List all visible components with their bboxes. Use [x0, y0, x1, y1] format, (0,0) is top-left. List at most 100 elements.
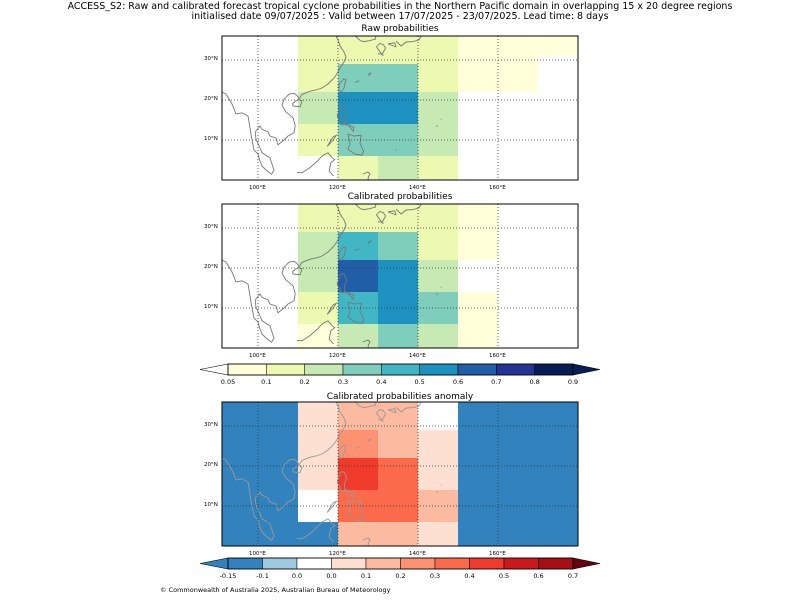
coastline	[395, 203, 422, 215]
probability-cell	[418, 232, 458, 260]
y-tick-label: 30°N	[204, 224, 218, 230]
probability-cell	[298, 402, 338, 430]
probability-cell	[298, 232, 338, 260]
coastline	[347, 301, 365, 324]
colorbar-extend-right	[572, 557, 601, 570]
coastline	[395, 515, 397, 518]
coastline	[376, 43, 387, 56]
probability-cell	[418, 156, 458, 180]
x-tick-label: 120°E	[329, 551, 346, 557]
y-tick-label: 30°N	[204, 422, 218, 428]
probability-cell	[378, 324, 418, 348]
colorbar-swatch	[266, 363, 305, 376]
coastline	[347, 499, 365, 522]
panel-title-raw: Raw probabilities	[361, 24, 439, 34]
coastline	[338, 78, 347, 94]
coastline	[354, 248, 360, 251]
probability-cell	[338, 156, 378, 180]
colorbar-tick-label: 0.5	[498, 572, 510, 580]
probability-cell	[378, 458, 418, 490]
x-tick-label: 100°E	[249, 185, 266, 191]
x-tick-label: 140°E	[409, 551, 426, 557]
colorbar-swatch	[496, 363, 535, 376]
colorbar-swatch	[434, 557, 470, 570]
panel-title-anomaly: Calibrated probabilities anomaly	[326, 392, 474, 402]
probability-cell	[298, 92, 338, 124]
coastline	[336, 471, 355, 499]
copyright-footer: © Commonwealth of Australia 2025, Austra…	[160, 586, 391, 594]
probability-cell	[338, 64, 418, 92]
coastline	[326, 500, 338, 513]
probability-cell	[418, 430, 458, 458]
colorbar-tick-label: 0.2	[395, 572, 406, 580]
colorbar-tick-label: 0.1	[360, 572, 372, 580]
coastline	[395, 317, 397, 320]
probability-cell	[378, 260, 418, 292]
figure-subtitle: initialised date 09/07/2025 : Valid betw…	[191, 11, 609, 22]
probability-cell	[338, 232, 378, 260]
colorbar-swatch	[419, 363, 459, 376]
probability-cell	[458, 232, 498, 260]
coastline	[387, 42, 397, 48]
coastline	[362, 339, 371, 349]
figure-title: ACCESS_S2: Raw and calibrated forecast t…	[67, 1, 733, 12]
probability-cell	[298, 430, 338, 458]
coastline	[362, 537, 371, 547]
y-tick-label: 10°N	[204, 136, 218, 142]
colorbar-swatch	[538, 557, 574, 570]
y-tick-label: 20°N	[204, 462, 218, 468]
panel-title-calibrated: Calibrated probabilities	[347, 192, 453, 202]
coastline	[336, 273, 355, 301]
x-tick-label: 160°E	[489, 185, 506, 191]
colorbar-tick-label: 0.9	[567, 378, 579, 386]
probability-cell	[458, 56, 538, 92]
probability-cell	[298, 64, 338, 92]
colorbar-swatch	[400, 557, 436, 570]
probability-cell	[418, 458, 458, 490]
coastline	[387, 408, 397, 414]
coastline	[221, 259, 272, 343]
coastline	[347, 133, 365, 156]
coastline	[436, 293, 438, 296]
colorbar-swatch	[534, 363, 574, 376]
colorbar-tick-label: 0.0	[326, 572, 337, 580]
colorbar-tick-label: -0.15	[219, 572, 237, 580]
colorbar-tick-label: 0.1	[261, 378, 272, 386]
coastline	[376, 409, 387, 422]
colorbar-tick-label: 0.05	[220, 378, 236, 386]
y-tick-label: 10°N	[204, 304, 218, 310]
coastline	[395, 149, 397, 152]
colorbar-tick-label: 0.6	[452, 378, 464, 386]
colorbar-swatch	[469, 557, 505, 570]
coastline	[296, 518, 336, 543]
y-tick-label: 20°N	[204, 96, 218, 102]
colorbar-swatch	[457, 363, 497, 376]
probability-cell	[338, 430, 378, 458]
coastline	[296, 152, 336, 177]
coastline	[354, 446, 360, 449]
coastline	[354, 80, 360, 83]
colorbar-tick-label: 0.0	[291, 572, 303, 580]
colorbar-extend-left	[199, 557, 229, 570]
probability-cell	[458, 36, 498, 56]
colorbar-swatch	[227, 363, 267, 376]
colorbar-frame-anom	[227, 557, 574, 570]
probability-cell	[298, 36, 338, 64]
coastline	[387, 210, 397, 216]
probability-cell	[298, 204, 338, 232]
coastline	[362, 171, 371, 181]
x-tick-label: 160°E	[489, 551, 506, 557]
map-frame-anom	[221, 401, 579, 547]
colorbar-frame-prob	[227, 363, 574, 376]
coastline	[395, 401, 422, 413]
probability-cell	[298, 522, 338, 546]
coastline	[326, 134, 338, 147]
colorbar-swatch	[342, 363, 382, 376]
coastline	[367, 240, 372, 244]
coastline	[367, 72, 372, 76]
colorbar-extend-right	[572, 363, 601, 376]
probability-cell	[498, 402, 578, 546]
map-frame-cal	[221, 203, 579, 349]
probability-cell	[458, 458, 498, 490]
probability-cell	[418, 56, 458, 92]
